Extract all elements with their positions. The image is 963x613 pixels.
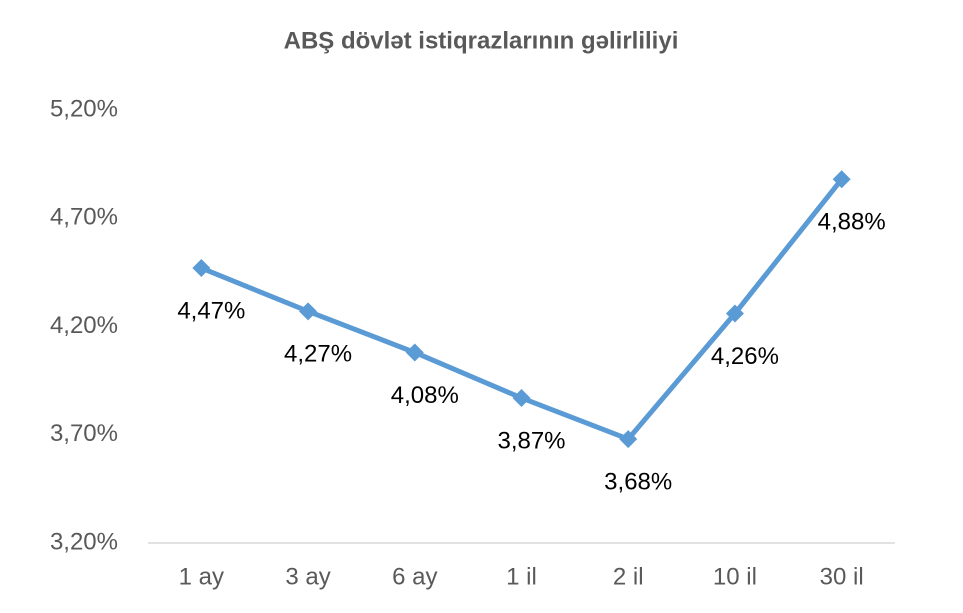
y-tick-label: 5,20% [50,95,118,122]
x-tick-label: 1 ay [179,563,224,590]
y-tick-label: 4,70% [50,204,118,231]
x-tick-label: 2 il [613,563,644,590]
marker [299,302,318,321]
data-label: 4,26% [711,343,779,370]
marker [619,430,638,449]
x-tick-label: 30 il [820,563,864,590]
x-tick-label: 6 ay [392,563,437,590]
data-label: 3,87% [497,427,565,454]
data-label: 4,08% [391,382,459,409]
chart-title: ABŞ dövlət istiqrazlarının gəlirliliyi [284,27,679,54]
data-label: 4,88% [818,209,886,236]
y-tick-label: 3,70% [50,420,118,447]
x-tick-label: 1 il [506,563,537,590]
marker [832,170,851,189]
data-label: 3,68% [604,468,672,495]
y-tick-label: 3,20% [50,528,118,555]
data-label: 4,47% [177,297,245,324]
x-tick-label: 3 ay [285,563,330,590]
marker [512,388,531,407]
marker [405,343,424,362]
data-label: 4,27% [284,341,352,368]
marker [192,259,211,278]
x-tick-label: 10 il [713,563,757,590]
y-tick-label: 4,20% [50,312,118,339]
marker [725,304,744,323]
